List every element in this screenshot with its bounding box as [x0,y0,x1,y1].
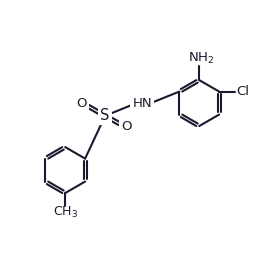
Text: O: O [122,120,132,134]
Text: Cl: Cl [236,85,249,98]
Text: S: S [100,108,110,123]
Text: NH$_2$: NH$_2$ [188,51,214,66]
Text: HN: HN [132,97,152,110]
Text: O: O [76,97,86,109]
Text: CH$_3$: CH$_3$ [53,205,78,220]
